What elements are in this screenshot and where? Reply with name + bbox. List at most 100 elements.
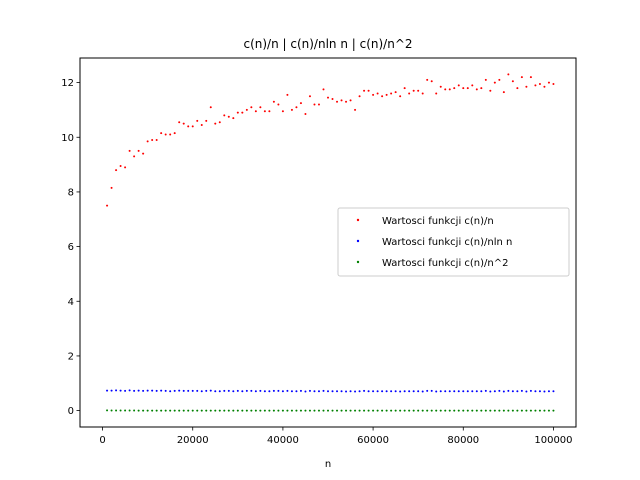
data-point	[457, 84, 460, 87]
data-point	[480, 390, 483, 393]
y-tick-label: 10	[61, 133, 74, 144]
data-point	[394, 390, 397, 393]
data-point	[349, 390, 352, 393]
data-point	[354, 390, 357, 393]
data-point	[543, 409, 546, 412]
data-point	[408, 390, 411, 393]
data-point	[272, 100, 275, 103]
data-point	[448, 390, 451, 393]
data-point	[290, 108, 293, 111]
data-point	[281, 390, 284, 393]
x-tick-label: 0	[99, 435, 105, 446]
data-point	[295, 390, 298, 393]
data-point	[439, 409, 442, 412]
data-point	[471, 409, 474, 412]
data-point	[169, 390, 172, 393]
data-point	[241, 111, 244, 114]
data-point	[430, 389, 433, 392]
data-point	[169, 409, 172, 412]
data-point	[232, 409, 235, 412]
data-point	[164, 389, 167, 392]
data-point	[164, 133, 167, 136]
data-point	[381, 390, 384, 393]
data-point	[299, 409, 302, 412]
data-point	[169, 133, 172, 136]
data-point	[277, 389, 280, 392]
data-point	[471, 390, 474, 393]
data-point	[245, 389, 248, 392]
data-point	[484, 409, 487, 412]
data-point	[250, 106, 253, 109]
legend-box	[337, 207, 570, 277]
data-point	[552, 390, 555, 393]
data-point	[538, 409, 541, 412]
data-point	[250, 409, 253, 412]
data-point	[182, 409, 185, 412]
data-point	[534, 84, 537, 87]
data-point	[417, 390, 420, 393]
data-point	[317, 390, 320, 393]
data-point	[110, 409, 113, 412]
data-point	[502, 91, 505, 94]
data-point	[160, 409, 163, 412]
data-point	[209, 106, 212, 109]
data-point	[322, 409, 325, 412]
data-point	[124, 409, 127, 412]
data-point	[516, 390, 519, 393]
plot-area	[106, 73, 555, 412]
data-point	[381, 95, 384, 98]
data-point	[417, 409, 420, 412]
data-point	[493, 409, 496, 412]
data-point	[268, 110, 271, 113]
data-point	[133, 389, 136, 392]
data-point	[254, 110, 257, 113]
data-point	[349, 99, 352, 102]
legend-label: Wartosci funkcji c(n)/n^2	[382, 258, 509, 269]
data-point	[444, 88, 447, 91]
data-point	[299, 389, 302, 392]
data-point	[358, 409, 361, 412]
data-point	[385, 409, 388, 412]
data-point	[493, 81, 496, 84]
data-point	[399, 390, 402, 393]
data-point	[308, 409, 311, 412]
data-point	[155, 139, 158, 141]
data-point	[480, 409, 483, 412]
data-point	[475, 409, 478, 412]
data-point	[453, 87, 456, 90]
data-point	[178, 389, 181, 392]
data-point	[345, 100, 348, 103]
data-point	[520, 76, 523, 79]
series-2	[106, 389, 555, 393]
legend: Wartosci funkcji c(n)/n Wartosci funkcji …	[337, 207, 570, 277]
data-point	[115, 409, 118, 412]
data-point	[119, 409, 122, 412]
data-point	[241, 390, 244, 393]
data-point	[151, 409, 154, 412]
data-point	[196, 119, 199, 122]
data-point	[254, 409, 257, 412]
data-point	[286, 389, 289, 392]
data-point	[146, 409, 149, 412]
chart-title: c(n)/n | c(n)/nln n | c(n)/n^2	[243, 37, 412, 51]
data-point	[372, 390, 375, 393]
data-point	[358, 390, 361, 393]
data-point	[254, 390, 257, 393]
data-point	[403, 409, 406, 412]
data-point	[507, 73, 510, 76]
data-point	[453, 409, 456, 412]
data-point	[408, 92, 411, 95]
data-point	[146, 140, 149, 143]
data-point	[205, 409, 208, 412]
data-point	[304, 409, 307, 412]
data-point	[444, 390, 447, 393]
data-point	[164, 409, 167, 412]
data-point	[259, 409, 262, 412]
data-point	[232, 390, 235, 393]
data-point	[507, 389, 510, 392]
data-point	[412, 409, 415, 412]
data-point	[223, 409, 226, 412]
data-point	[439, 85, 442, 88]
data-point	[263, 110, 266, 113]
data-point	[435, 92, 438, 95]
